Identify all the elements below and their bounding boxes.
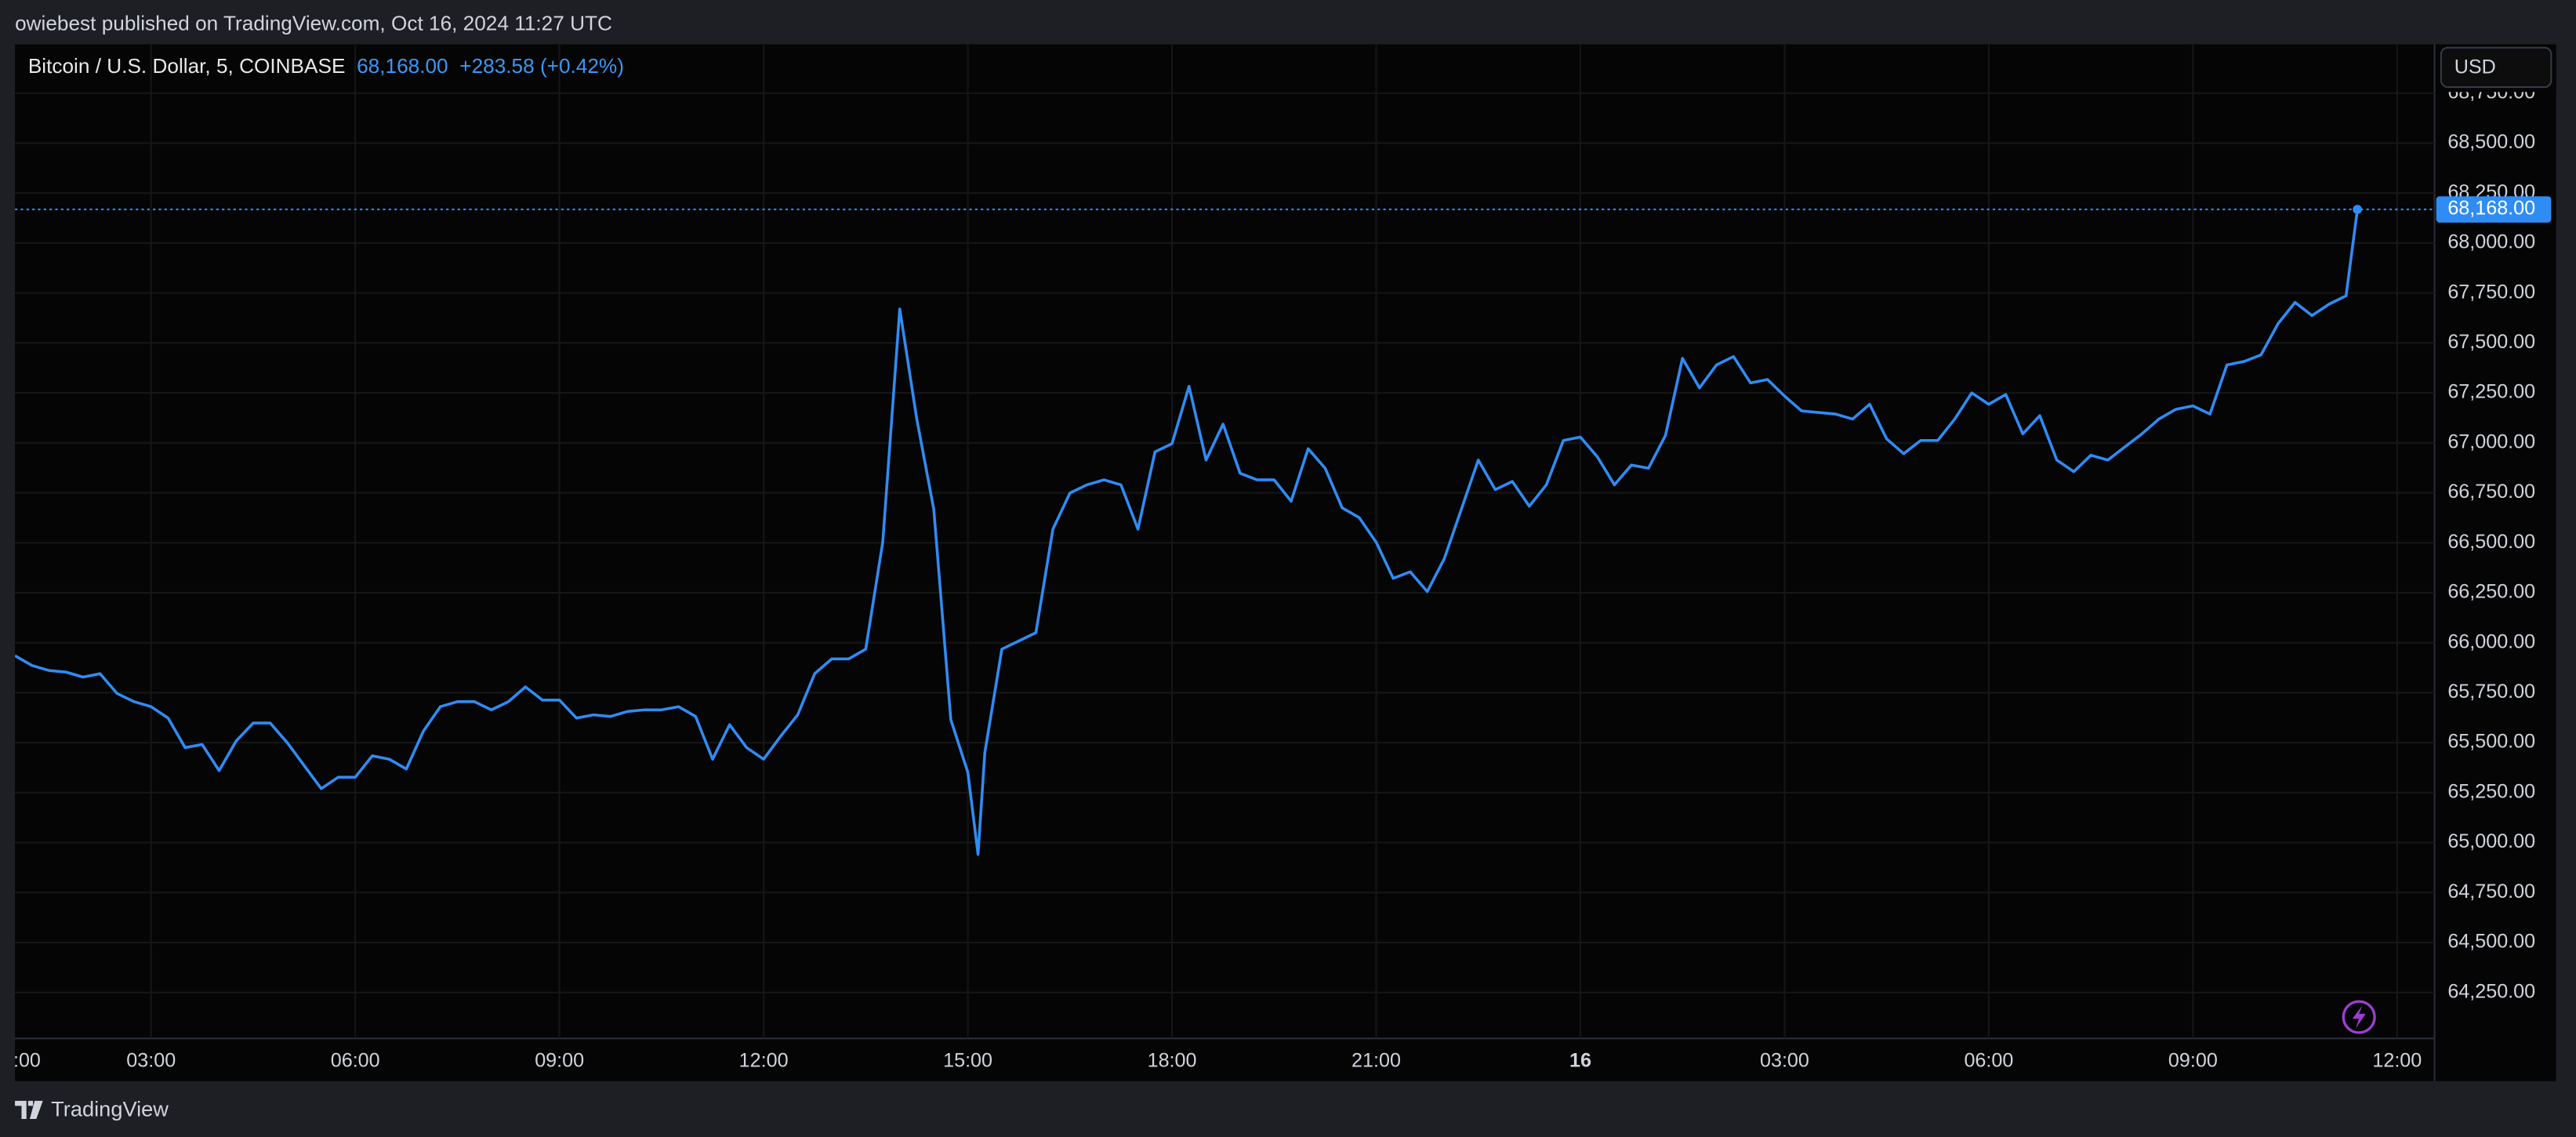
alert-circle[interactable] <box>2342 1000 2376 1034</box>
y-tick-label: 67,500.00 <box>2447 331 2535 353</box>
x-tick-label: 03:00 <box>126 1049 176 1071</box>
y-tick-label: 67,250.00 <box>2447 381 2535 403</box>
y-tick-label: 65,500.00 <box>2447 731 2535 753</box>
y-tick-label: 65,250.00 <box>2447 780 2535 802</box>
x-tick-label: 15:00 <box>943 1049 992 1071</box>
brand-name: TradingView <box>51 1097 169 1121</box>
x-tick-label: :00 <box>13 1049 41 1071</box>
y-tick-label: 66,000.00 <box>2447 630 2535 652</box>
y-tick-label: 68,500.00 <box>2447 131 2535 153</box>
y-tick-label: 64,250.00 <box>2447 980 2535 1002</box>
y-tick-label: 66,500.00 <box>2447 531 2535 553</box>
legend-change: +283.58 (+0.42%) <box>459 54 624 78</box>
last-point <box>2353 205 2363 214</box>
x-tick-label: 12:00 <box>739 1049 789 1071</box>
last-price-badge <box>2436 196 2552 223</box>
x-tick-label: 18:00 <box>1148 1049 1197 1071</box>
plot-area <box>15 205 2435 856</box>
y-tick-label: 66,750.00 <box>2447 481 2535 503</box>
currency-label[interactable]: USD <box>2454 56 2496 78</box>
publisher-line: owiebest published on TradingView.com, O… <box>15 11 612 35</box>
y-tick-label: 64,750.00 <box>2447 881 2535 903</box>
x-tick-label: 06:00 <box>331 1049 380 1071</box>
y-tick-label: 65,000.00 <box>2447 830 2535 852</box>
currency-button[interactable] <box>2440 46 2552 89</box>
time-axis: :00 03:00 06:00 09:00 12:00 15:00 18:00 21:00 16… <box>13 1049 2422 1071</box>
branding: TradingView <box>15 1097 169 1121</box>
y-tick-label: 64,500.00 <box>2447 931 2535 953</box>
x-tick-label: 16 <box>1569 1049 1591 1071</box>
legend: Bitcoin / U.S. Dollar, 5, COINBASE 68,168… <box>28 54 624 78</box>
y-tick-label: 67,000.00 <box>2447 430 2535 452</box>
x-tick-label: 03:00 <box>1760 1049 1809 1071</box>
price-axis: 64,250.00 64,500.00 64,750.00 65,000.00 65,2… <box>2436 81 2552 1002</box>
chart-panel <box>15 44 2556 1081</box>
price-line <box>15 209 2359 856</box>
y-tick-label: 68,000.00 <box>2447 231 2535 253</box>
alert-bolt[interactable] <box>2352 1005 2366 1029</box>
y-tick-label: 65,750.00 <box>2447 681 2535 703</box>
alert-icon[interactable] <box>2342 1000 2376 1034</box>
x-tick-label: 09:00 <box>535 1049 584 1071</box>
x-tick-label: 12:00 <box>2372 1049 2422 1071</box>
brand-logo <box>15 1100 43 1119</box>
y-tick-label: 66,250.00 <box>2447 581 2535 603</box>
x-tick-label: 06:00 <box>1964 1049 2013 1071</box>
x-tick-label: 09:00 <box>2168 1049 2218 1071</box>
legend-symbol: Bitcoin / U.S. Dollar, 5, COINBASE <box>28 54 346 78</box>
last-price-label: 68,168.00 <box>2447 198 2535 220</box>
y-tick-label: 67,750.00 <box>2447 281 2535 303</box>
legend-price: 68,168.00 <box>357 54 448 78</box>
x-tick-label: 21:00 <box>1351 1049 1401 1071</box>
